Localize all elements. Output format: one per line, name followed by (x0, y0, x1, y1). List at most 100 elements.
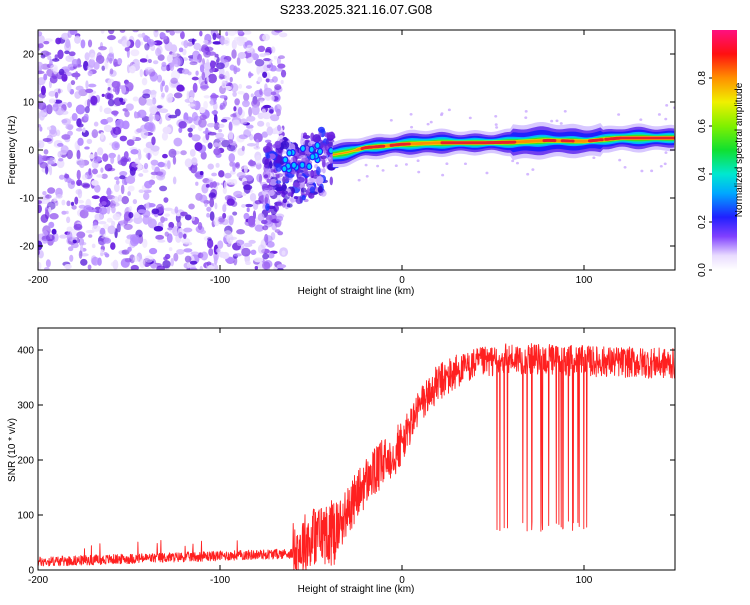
noise-blob (235, 162, 240, 169)
noise-blob (130, 167, 136, 176)
noise-blob (117, 223, 121, 232)
noise-blob (107, 35, 116, 40)
noise-blob (58, 89, 61, 94)
noise-blob (185, 158, 193, 167)
speck (564, 110, 567, 113)
noise-blob (214, 203, 217, 210)
noise-blob (47, 127, 51, 130)
noise-blob (258, 46, 265, 52)
noise-blob (107, 225, 115, 234)
speck (639, 118, 642, 121)
noise-blob (209, 192, 216, 198)
x-tick-label: 0 (399, 275, 405, 286)
noise-blob (74, 224, 83, 231)
noise-blob (274, 56, 278, 60)
noise-blob (245, 261, 251, 265)
spectrogram-y-label: Frequency (Hz) (7, 116, 18, 185)
noise-blob (143, 210, 151, 218)
speck (624, 166, 627, 169)
noise-blob (130, 149, 138, 154)
noise-blob (128, 212, 133, 218)
transition-blob (316, 166, 321, 175)
noise-blob (174, 92, 183, 98)
noise-blob (183, 248, 192, 252)
noise-blob (163, 218, 167, 222)
noise-blob (213, 217, 219, 226)
noise-blob (236, 229, 245, 234)
noise-blob (241, 248, 250, 257)
hotspot (287, 150, 292, 156)
noise-blob (61, 211, 66, 215)
noise-blob (149, 113, 153, 123)
noise-blob (227, 145, 236, 152)
noise-blob (230, 114, 236, 118)
noise-blob (61, 200, 65, 206)
noise-blob (102, 153, 108, 161)
speck (617, 113, 620, 116)
speck (464, 162, 467, 165)
noise-blob (208, 132, 217, 136)
noise-blob (188, 204, 195, 210)
noise-blob (180, 150, 187, 155)
noise-blob (52, 58, 60, 62)
noise-blob (165, 85, 169, 93)
noise-blob (64, 51, 70, 55)
snr-y-label: SNR (10 * v/v) (7, 418, 18, 482)
noise-blob (195, 142, 203, 151)
noise-blob (49, 130, 57, 137)
noise-blob (231, 83, 239, 92)
noise-blob (218, 129, 222, 132)
noise-blob (111, 206, 116, 214)
noise-blob (207, 265, 214, 272)
noise-blob (263, 105, 271, 108)
transition-blob (308, 178, 314, 184)
noise-blob (183, 233, 187, 238)
noise-blob (190, 261, 197, 265)
noise-blob (138, 34, 144, 38)
speck (664, 118, 667, 121)
noise-blob (207, 123, 215, 128)
noise-blob (90, 96, 97, 105)
colorbar-label: Normalized spectral amplitude (734, 82, 745, 217)
noise-blob (193, 43, 201, 50)
noise-blob (232, 211, 237, 215)
y-tick-label: 200 (17, 456, 34, 467)
noise-blob (212, 110, 219, 114)
noise-blob (223, 100, 227, 106)
noise-blob (105, 164, 113, 172)
noise-blob (149, 150, 154, 154)
transition-blob (277, 201, 284, 206)
noise-blob (228, 139, 233, 143)
noise-blob (170, 258, 174, 267)
noise-blob (219, 95, 226, 99)
noise-blob (42, 191, 46, 195)
hotspot (310, 154, 315, 160)
noise-blob (207, 51, 216, 55)
snr-series-line (38, 344, 675, 570)
noise-blob (76, 180, 82, 186)
noise-blob (181, 238, 190, 244)
noise-blob (200, 64, 204, 72)
noise-blob (144, 181, 152, 189)
noise-blob (48, 207, 51, 213)
noise-blob (82, 174, 88, 180)
noise-blob (152, 208, 160, 214)
noise-blob (133, 256, 140, 262)
noise-blob (262, 253, 269, 259)
noise-blob (191, 216, 195, 221)
noise-blob (247, 207, 250, 212)
noise-blob (137, 110, 146, 118)
noise-blob (124, 224, 133, 230)
speck (665, 104, 668, 107)
noise-blob (61, 74, 67, 82)
noise-blob (69, 255, 73, 262)
speck (494, 115, 497, 118)
noise-blob (119, 175, 125, 179)
noise-blob (262, 112, 271, 119)
noise-blob (257, 76, 262, 82)
noise-blob (113, 127, 121, 135)
noise-blob (88, 234, 92, 238)
noise-blob (210, 94, 219, 98)
noise-blob (83, 205, 92, 212)
